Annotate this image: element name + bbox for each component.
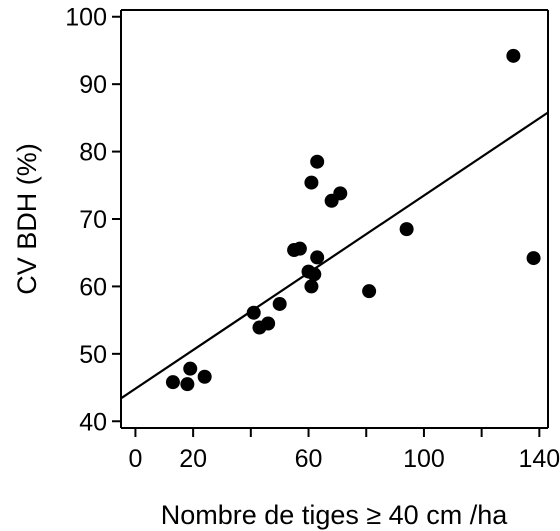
x-tick-label: 140 xyxy=(518,445,560,473)
data-point xyxy=(246,305,261,320)
data-point xyxy=(526,251,541,266)
x-tick-label: 20 xyxy=(179,445,207,473)
y-tick-label: 100 xyxy=(65,4,107,32)
y-tick-label: 60 xyxy=(79,273,107,301)
trend-line-group xyxy=(120,111,549,400)
y-tick-label: 50 xyxy=(79,341,107,369)
data-point xyxy=(261,316,276,331)
data-point xyxy=(183,361,198,376)
y-tick-label: 90 xyxy=(79,71,107,99)
y-tick-label: 70 xyxy=(79,206,107,234)
data-point xyxy=(307,267,322,282)
data-point xyxy=(180,377,195,392)
y-axis-title: CV BDH (%) xyxy=(12,143,42,295)
x-tick-label: 0 xyxy=(128,445,142,473)
data-point xyxy=(399,222,414,237)
data-point xyxy=(304,279,319,294)
data-points xyxy=(165,48,541,392)
y-tick-label: 80 xyxy=(79,139,107,167)
data-point xyxy=(310,154,325,169)
data-point xyxy=(197,369,212,384)
x-axis: 0 20 60 100 140 xyxy=(128,428,560,473)
x-tick-label: 100 xyxy=(403,445,445,473)
y-axis: 40 50 60 70 80 90 100 xyxy=(65,4,121,436)
data-point xyxy=(362,284,377,299)
y-tick-label: 40 xyxy=(79,408,107,436)
data-point xyxy=(292,241,307,256)
data-point xyxy=(165,375,180,390)
data-point xyxy=(272,296,287,311)
x-tick-label: 60 xyxy=(295,445,323,473)
trend-line xyxy=(120,111,549,400)
x-axis-title: Nombre de tiges ≥ 40 cm /ha xyxy=(161,500,508,530)
data-point xyxy=(333,186,348,201)
data-point xyxy=(304,175,319,190)
data-point xyxy=(506,48,521,63)
data-point xyxy=(310,250,325,265)
